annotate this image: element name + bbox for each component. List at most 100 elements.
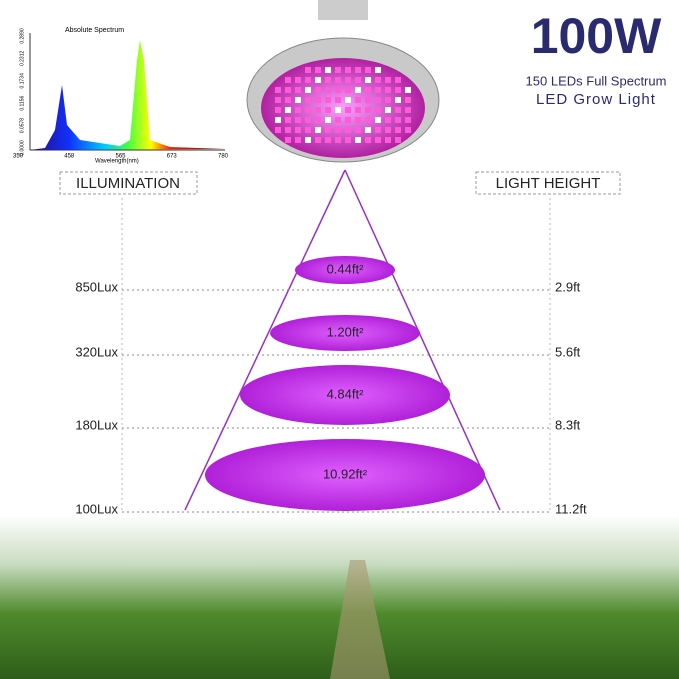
spectrum-x-label: Wavelength(nm) <box>95 159 139 165</box>
led <box>305 117 311 123</box>
led <box>305 97 311 103</box>
led <box>345 97 351 103</box>
led <box>335 137 341 143</box>
led <box>345 77 351 83</box>
spectrum-y-tick: 0.2890 <box>19 28 25 44</box>
led <box>275 107 281 113</box>
led <box>365 87 371 93</box>
led <box>295 87 301 93</box>
area-label: 1.20ft² <box>327 324 365 339</box>
heading-box <box>59 171 198 195</box>
led <box>395 117 401 123</box>
led <box>365 77 371 83</box>
height-label: 11.2ft <box>555 501 587 516</box>
led <box>365 107 371 113</box>
spectrum-y-tick: 0.1156 <box>19 96 25 111</box>
led <box>275 87 281 93</box>
light-area <box>205 439 485 511</box>
led <box>345 67 351 73</box>
spectrum-x-tick: 565 <box>115 154 126 160</box>
led <box>285 87 291 93</box>
led <box>405 87 411 93</box>
led <box>335 87 341 93</box>
led <box>345 127 351 133</box>
led <box>305 77 311 83</box>
led <box>365 97 371 103</box>
area-label: 4.84ft² <box>327 386 365 401</box>
led <box>355 87 361 93</box>
led <box>315 67 321 73</box>
led <box>325 87 331 93</box>
led <box>375 107 381 113</box>
led <box>295 117 301 123</box>
led <box>315 87 321 93</box>
subtitle: 150 LEDs Full Spectrum <box>526 73 667 88</box>
led <box>345 137 351 143</box>
led <box>345 87 351 93</box>
led <box>305 87 311 93</box>
led <box>325 117 331 123</box>
led <box>355 97 361 103</box>
led <box>315 127 321 133</box>
led <box>375 97 381 103</box>
led <box>385 97 391 103</box>
led <box>295 97 301 103</box>
lux-label: 850Lux <box>75 279 118 294</box>
led <box>345 107 351 113</box>
power: 100W <box>531 8 662 64</box>
led <box>355 67 361 73</box>
led <box>375 137 381 143</box>
light-area <box>240 365 450 425</box>
led <box>375 117 381 123</box>
led <box>295 137 301 143</box>
spectrum-x-tick: 780 <box>218 154 229 160</box>
spectrum-title: Absolute Spectrum <box>65 27 124 34</box>
right-heading: LIGHT HEIGHT <box>496 175 601 192</box>
led <box>385 127 391 133</box>
led <box>305 137 311 143</box>
led <box>285 77 291 83</box>
led <box>405 97 411 103</box>
led <box>405 127 411 133</box>
led <box>295 127 301 133</box>
area-label: 0.44ft² <box>327 261 365 276</box>
spectrum-chart: Absolute Spectrum Wavelength(nm) 350 458 5… <box>13 27 229 165</box>
led <box>395 77 401 83</box>
spectrum-y-tick: 0.0000 <box>19 140 25 156</box>
spectrum-y-tick: 0.0578 <box>19 118 25 134</box>
led <box>285 107 291 113</box>
led <box>315 97 321 103</box>
led <box>315 137 321 143</box>
led <box>335 77 341 83</box>
led <box>275 127 281 133</box>
led <box>305 107 311 113</box>
led <box>395 137 401 143</box>
lux-label: 320Lux <box>75 344 118 359</box>
led <box>325 107 331 113</box>
light-area <box>270 315 420 351</box>
led <box>325 97 331 103</box>
led <box>385 77 391 83</box>
led <box>305 127 311 133</box>
led <box>295 107 301 113</box>
spectrum-x-tick: 673 <box>167 154 178 160</box>
led <box>365 67 371 73</box>
led <box>375 87 381 93</box>
led <box>385 87 391 93</box>
led <box>355 127 361 133</box>
led <box>385 137 391 143</box>
area-label: 10.92ft² <box>323 466 368 481</box>
spectrum-x-tick: 458 <box>64 154 75 160</box>
led <box>325 127 331 133</box>
led <box>325 77 331 83</box>
led <box>365 117 371 123</box>
led <box>315 107 321 113</box>
led <box>375 77 381 83</box>
lux-label: 180Lux <box>75 417 118 432</box>
led <box>365 127 371 133</box>
led <box>285 137 291 143</box>
led <box>285 97 291 103</box>
led <box>295 77 301 83</box>
led <box>375 67 381 73</box>
